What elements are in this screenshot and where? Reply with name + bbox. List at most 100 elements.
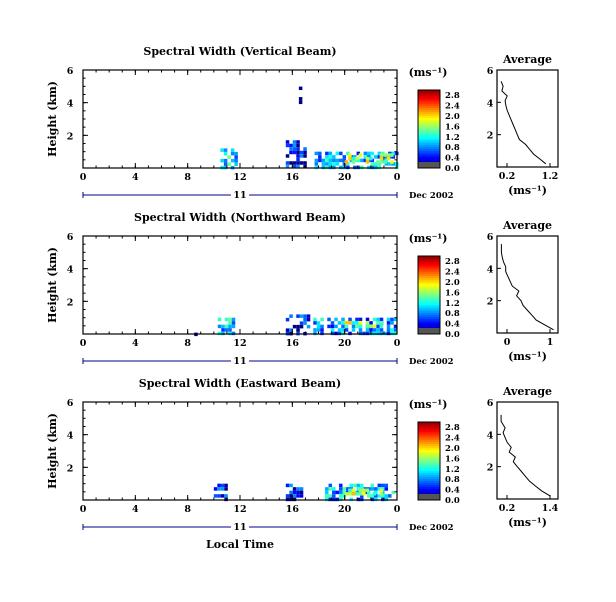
data-cell [346,162,350,166]
average-profile-line [500,81,547,165]
colorbar-tick-label: 2.8 [445,423,460,433]
colorbar-band [418,470,440,474]
data-cell [292,147,297,151]
data-cell [346,487,350,491]
data-cell [313,317,317,322]
data-cell [285,317,290,322]
data-cell [356,151,361,156]
panel-3: Spectral Width (Eastward Beam)0 4 8 12 16 20 0… [46,377,559,533]
data-cell [370,162,375,166]
data-cell [328,487,333,491]
colorbar-band [418,158,440,161]
colorbar-band [418,125,440,128]
data-cell [303,161,307,165]
data-cell [330,321,335,325]
data-cell [342,490,347,495]
colorbar-band [418,310,440,314]
data-cell [303,147,307,151]
data-cell [217,317,222,322]
data-cell [325,155,329,159]
data-cell [292,150,297,155]
data-cell [332,158,336,163]
data-cell [289,490,293,495]
data-cell [285,161,290,165]
average-x-axis-label: (ms⁻¹) [508,350,547,363]
y-tick-label: 6 [67,232,74,243]
data-cell [342,155,347,159]
colorbar-band [418,99,440,103]
colorbar-band [418,312,440,315]
data-cell [296,140,300,144]
colorbar-band [418,449,440,452]
data-cell [313,321,317,325]
data-cell [224,487,228,491]
colorbar-tick-label: 1.2 [445,133,460,143]
colorbar-band [418,267,440,271]
colorbar-band [418,97,440,101]
average-title: Average [502,385,552,398]
data-cell [313,328,317,332]
colorbar-band [418,306,440,310]
data-cell [314,162,319,166]
data-cell [339,487,343,491]
colorbar-band [418,296,440,300]
data-cell [231,321,236,325]
data-cell [339,490,343,495]
data-cell [344,328,349,332]
data-cell [390,160,394,164]
colorbar-band [418,322,440,325]
data-cell [379,324,384,328]
data-cell [377,155,382,159]
data-cell [296,328,300,332]
data-cell [365,324,370,328]
colorbar-band [418,474,440,478]
data-cell [370,158,375,163]
colorbar-band [418,134,440,138]
data-cell [289,143,293,148]
data-cell [306,324,311,329]
data-cell [372,317,377,322]
colorbar-band [418,261,440,265]
date-day-label: 11 [233,356,246,367]
y-tick-label: 6 [67,398,74,409]
colorbar-band [418,132,440,136]
colorbar-tick-label: 1.6 [445,454,460,464]
data-cell [296,150,300,155]
data-cell [363,151,368,156]
colorbar-band [418,484,440,487]
data-cell [228,324,232,329]
data-cell [391,155,396,159]
data-cell [299,487,304,491]
average-title: Average [502,53,552,66]
colorbar-band [418,257,440,261]
colorbar-band [418,103,440,107]
data-cell [367,490,371,495]
data-cell [386,156,391,161]
data-cell [348,317,352,322]
data-cell [377,162,382,166]
colorbar-band [418,433,440,437]
data-cell [320,324,324,329]
data-cell [363,158,368,163]
data-cell [335,151,340,156]
data-cell [327,317,331,322]
colorbar-band [418,462,440,466]
data-cell [374,487,378,491]
colorbar-band [418,144,440,148]
data-cell [372,324,377,328]
data-cell [320,328,324,332]
data-cell [390,321,394,325]
data-cell [296,324,300,329]
data-cell [358,492,363,496]
colorbar-band [418,302,440,306]
x-tick-label: 4 [132,504,139,515]
data-cell [360,494,364,498]
average-profile-line [500,414,551,497]
data-cell [289,494,293,498]
data-cell [362,488,366,493]
colorbar-band [418,265,440,269]
colorbar-band [418,115,440,118]
data-cell [316,328,321,332]
date-month-label: Dec 2002 [409,357,454,367]
